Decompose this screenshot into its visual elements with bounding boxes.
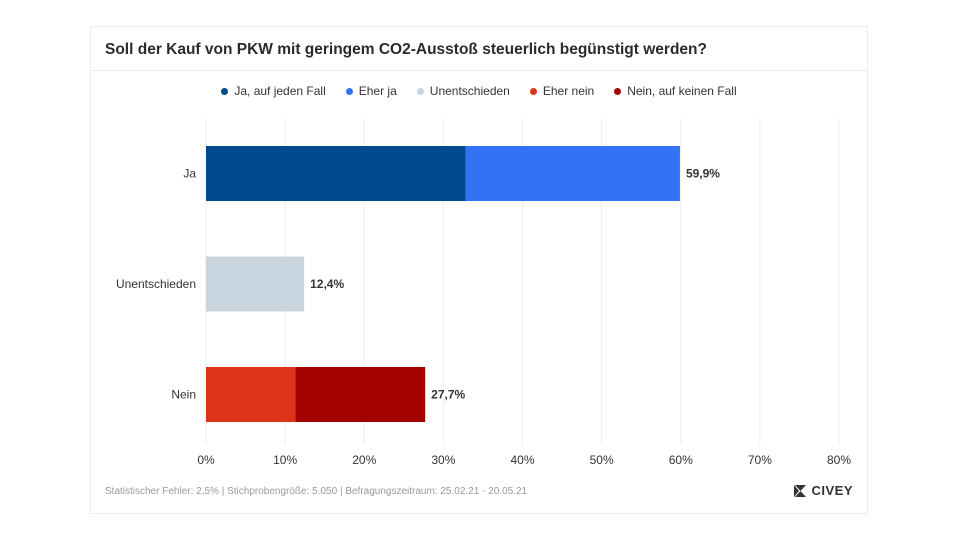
chart-title: Soll der Kauf von PKW mit geringem CO2-A… — [105, 41, 707, 58]
bar-segment — [295, 367, 426, 422]
legend: Ja, auf jeden Fall Eher ja Unentschieden Eh… — [91, 84, 867, 98]
bar-segment — [206, 256, 305, 312]
legend-label: Eher nein — [542, 84, 595, 98]
x-tick-label: 60% — [669, 453, 693, 467]
legend-label: Unentschieden — [429, 84, 510, 98]
x-tick-label: 20% — [352, 453, 376, 467]
legend-swatch — [416, 87, 424, 95]
bar-total-label: 59,9% — [686, 167, 720, 181]
legend-label: Eher ja — [358, 84, 397, 98]
category-label: Ja — [183, 167, 196, 181]
legend-item: Eher nein — [529, 84, 595, 98]
bar-segment — [465, 146, 680, 201]
legend-swatch — [529, 87, 537, 95]
bar-segment — [206, 146, 466, 201]
category-label: Unentschieden — [116, 277, 196, 291]
legend-swatch — [221, 87, 229, 95]
category-label: Nein — [171, 388, 196, 402]
bar-chart: 0% 10% 20% 30% 40% 50% 60% 70% 80% Ja 59,9% Unentsc… — [116, 119, 851, 467]
footer-note: Statistischer Fehler: 2,5% | Stichproben… — [105, 486, 528, 497]
bar-segment — [206, 367, 296, 422]
logo-text: CIVEY — [811, 483, 853, 498]
x-tick-label: 70% — [748, 453, 772, 467]
legend-item: Nein, auf keinen Fall — [614, 84, 737, 98]
x-tick-label: 40% — [510, 453, 534, 467]
legend-swatch — [345, 87, 353, 95]
legend-item: Eher ja — [345, 84, 397, 98]
legend-item: Ja, auf jeden Fall — [221, 84, 326, 98]
legend-swatch — [614, 87, 622, 95]
x-tick-label: 0% — [197, 453, 215, 467]
chart-card: Soll der Kauf von PKW mit geringem CO2-A… — [90, 26, 868, 514]
legend-label: Ja, auf jeden Fall — [234, 84, 326, 98]
civey-logo: CIVEY — [793, 483, 853, 498]
bar-total-label: 12,4% — [310, 277, 344, 291]
x-tick-label: 30% — [431, 453, 455, 467]
x-tick-label: 50% — [590, 453, 614, 467]
bar-total-label: 27,7% — [431, 388, 465, 402]
x-tick-label: 80% — [827, 453, 851, 467]
legend-item: Unentschieden — [416, 84, 510, 98]
civey-logo-icon — [794, 484, 807, 497]
legend-label: Nein, auf keinen Fall — [627, 84, 737, 98]
title-divider — [91, 70, 867, 71]
x-tick-label: 10% — [273, 453, 297, 467]
